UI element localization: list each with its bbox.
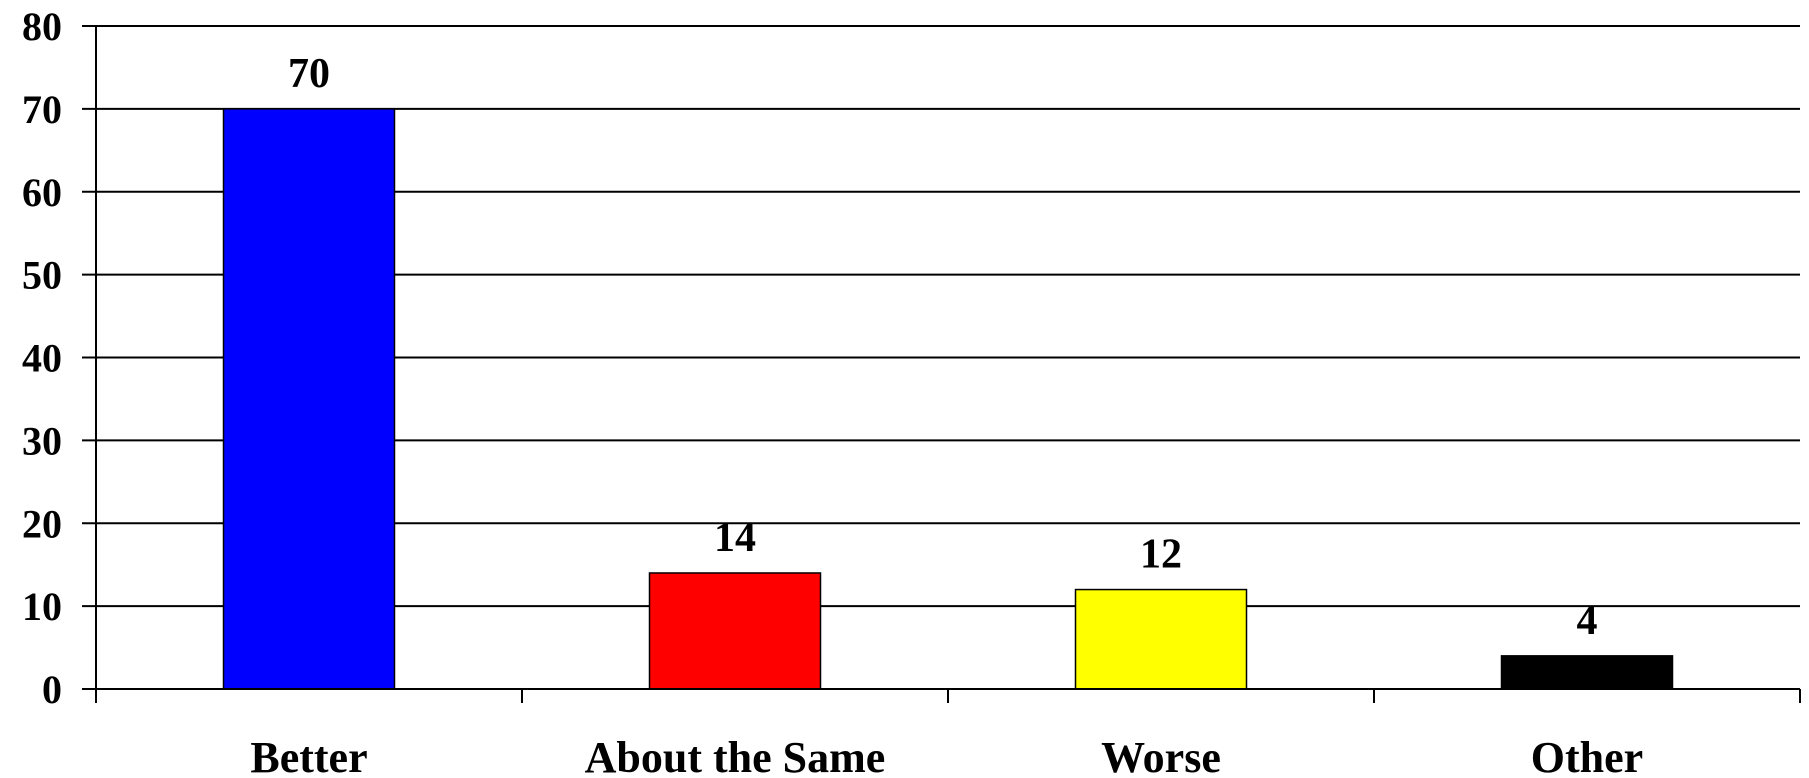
data-label-about-the-same: 14 — [714, 515, 756, 561]
y-tick-label-0: 0 — [42, 667, 62, 712]
bars — [222, 108, 1674, 690]
category-label-other: Other — [1531, 733, 1643, 778]
bar-about-the-same — [648, 572, 822, 690]
data-label-other: 4 — [1577, 598, 1598, 644]
data-label-worse: 12 — [1140, 532, 1182, 578]
y-tick-label-40: 40 — [22, 336, 62, 381]
category-label-about-the-same: About the Same — [585, 733, 886, 778]
y-tick-label-10: 10 — [22, 584, 62, 629]
category-labels: Better About the Same Worse Other — [250, 733, 1643, 778]
bar-better — [222, 108, 396, 690]
bar-worse — [1074, 588, 1248, 690]
category-label-worse: Worse — [1101, 733, 1221, 778]
y-tick-label-70: 70 — [22, 87, 62, 132]
y-tick-label-50: 50 — [22, 253, 62, 298]
y-tick-labels: 0 10 20 30 40 50 60 70 80 — [22, 4, 62, 712]
bar-other — [1500, 655, 1674, 690]
y-tick-label-30: 30 — [22, 418, 62, 463]
category-label-better: Better — [250, 733, 367, 778]
data-labels: 70 14 12 4 — [288, 51, 1598, 644]
axes — [82, 25, 1801, 703]
y-tick-label-60: 60 — [22, 170, 62, 215]
y-tick-label-20: 20 — [22, 501, 62, 546]
data-label-better: 70 — [288, 51, 330, 97]
y-tick-label-80: 80 — [22, 4, 62, 49]
